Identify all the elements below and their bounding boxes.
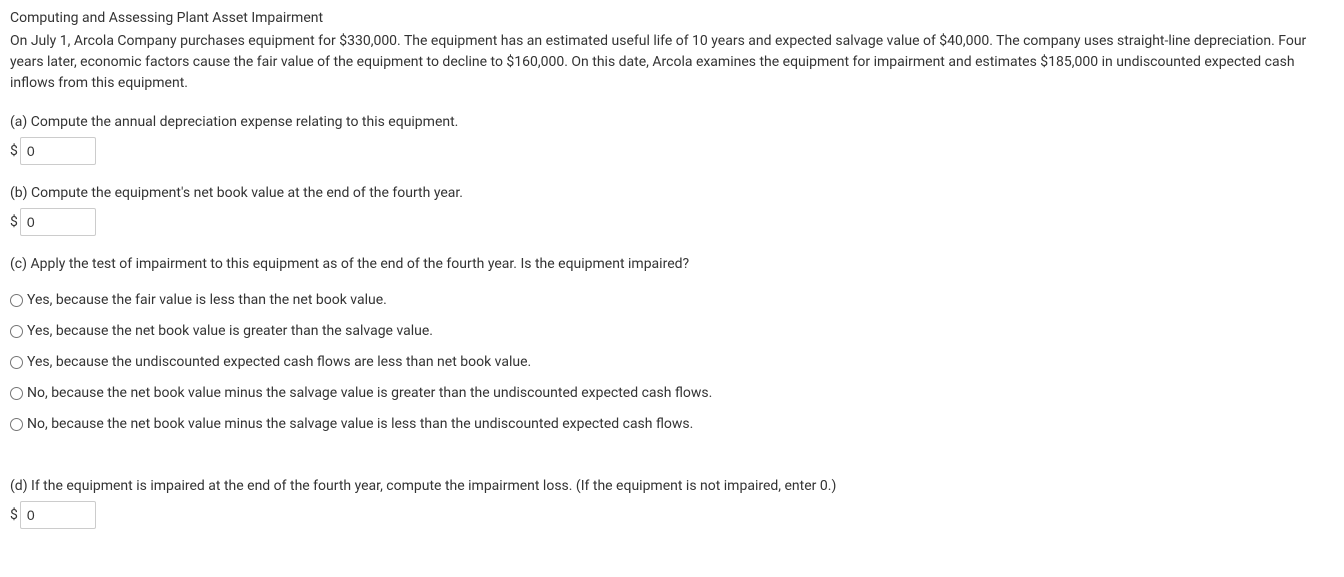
- question-a: (a) Compute the annual depreciation expe…: [10, 112, 1334, 165]
- currency-symbol: $: [10, 212, 18, 233]
- question-b-text: (b) Compute the equipment's net book val…: [10, 183, 1334, 204]
- question-a-input[interactable]: [20, 137, 96, 165]
- radio-input-5[interactable]: [10, 418, 23, 431]
- question-c: (c) Apply the test of impairment to this…: [10, 254, 1334, 440]
- radio-input-1[interactable]: [10, 294, 23, 307]
- radio-input-3[interactable]: [10, 356, 23, 369]
- radio-label-3: Yes, because the undiscounted expected c…: [27, 352, 531, 373]
- radio-label-2: Yes, because the net book value is great…: [27, 321, 433, 342]
- radio-option-1: Yes, because the fair value is less than…: [10, 285, 1334, 316]
- currency-symbol: $: [10, 141, 18, 162]
- question-b: (b) Compute the equipment's net book val…: [10, 183, 1334, 236]
- radio-option-2: Yes, because the net book value is great…: [10, 316, 1334, 347]
- radio-input-4[interactable]: [10, 387, 23, 400]
- question-d-input[interactable]: [20, 501, 96, 529]
- question-c-text: (c) Apply the test of impairment to this…: [10, 254, 1334, 275]
- question-d-text: (d) If the equipment is impaired at the …: [10, 476, 1334, 497]
- radio-option-5: No, because the net book value minus the…: [10, 409, 1334, 440]
- page-title: Computing and Assessing Plant Asset Impa…: [10, 8, 1334, 29]
- question-a-text: (a) Compute the annual depreciation expe…: [10, 112, 1334, 133]
- radio-label-4: No, because the net book value minus the…: [27, 383, 712, 404]
- question-b-input-row: $: [10, 208, 1334, 236]
- question-d-input-row: $: [10, 501, 1334, 529]
- question-b-input[interactable]: [20, 208, 96, 236]
- radio-input-2[interactable]: [10, 325, 23, 338]
- question-c-options: Yes, because the fair value is less than…: [10, 285, 1334, 440]
- currency-symbol: $: [10, 505, 18, 526]
- radio-label-1: Yes, because the fair value is less than…: [27, 290, 387, 311]
- problem-description: On July 1, Arcola Company purchases equi…: [10, 31, 1334, 94]
- question-a-input-row: $: [10, 137, 1334, 165]
- radio-option-4: No, because the net book value minus the…: [10, 378, 1334, 409]
- radio-label-5: No, because the net book value minus the…: [27, 414, 693, 435]
- question-d: (d) If the equipment is impaired at the …: [10, 476, 1334, 529]
- radio-option-3: Yes, because the undiscounted expected c…: [10, 347, 1334, 378]
